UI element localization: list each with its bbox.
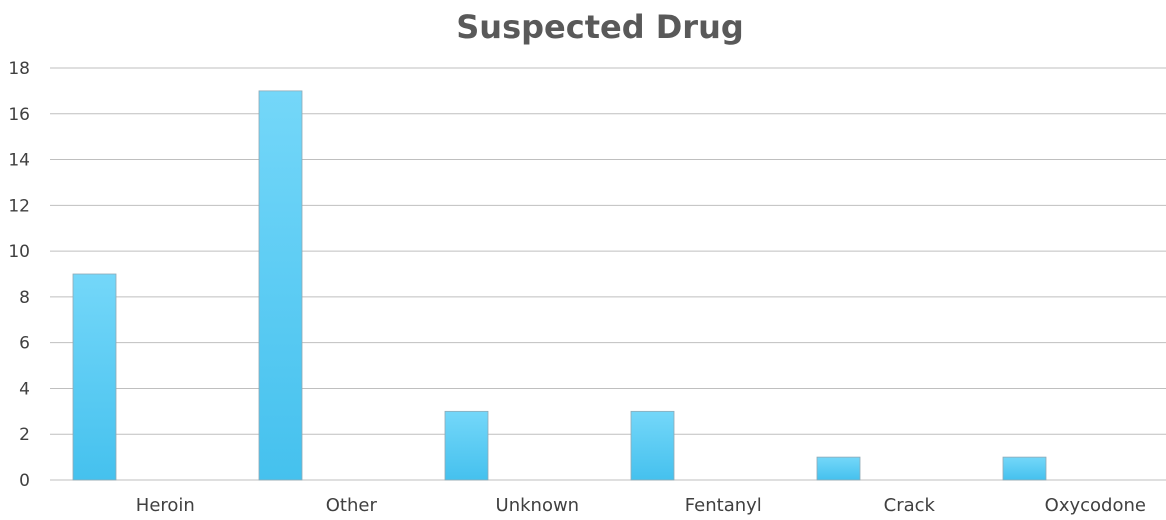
bar-other	[258, 90, 303, 481]
bar-unknown	[444, 410, 489, 481]
chart-title: Suspected Drug	[456, 8, 744, 46]
x-category-label: Unknown	[496, 495, 580, 516]
bar-fentanyl	[630, 410, 675, 481]
y-tick-label: 0	[19, 471, 30, 491]
y-tick-label: 16	[8, 105, 30, 125]
x-category-label: Other	[326, 495, 378, 516]
y-tick-label: 18	[8, 59, 30, 79]
x-category-label: Heroin	[136, 495, 195, 516]
x-axis-labels: Heroin Other Unknown Fentanyl Crack Oxycodone	[136, 495, 1146, 516]
y-tick-label: 4	[19, 379, 30, 399]
y-tick-label: 14	[8, 151, 30, 171]
x-category-label: Fentanyl	[685, 495, 762, 516]
x-category-label: Crack	[884, 495, 936, 516]
x-category-label: Oxycodone	[1045, 495, 1146, 516]
y-tick-label: 8	[19, 288, 30, 308]
y-tick-label: 12	[8, 196, 30, 216]
bar-oxycodone	[1002, 456, 1047, 481]
bars	[72, 90, 1047, 481]
y-tick-label: 10	[8, 242, 30, 262]
y-tick-label: 2	[19, 425, 30, 445]
bar-heroin	[72, 273, 117, 481]
y-tick-label: 6	[19, 334, 30, 354]
gridlines	[50, 67, 1166, 481]
y-axis-ticks: 0 2 4 6 8 10 12 14 16 18	[8, 59, 30, 491]
bar-crack	[816, 456, 861, 481]
